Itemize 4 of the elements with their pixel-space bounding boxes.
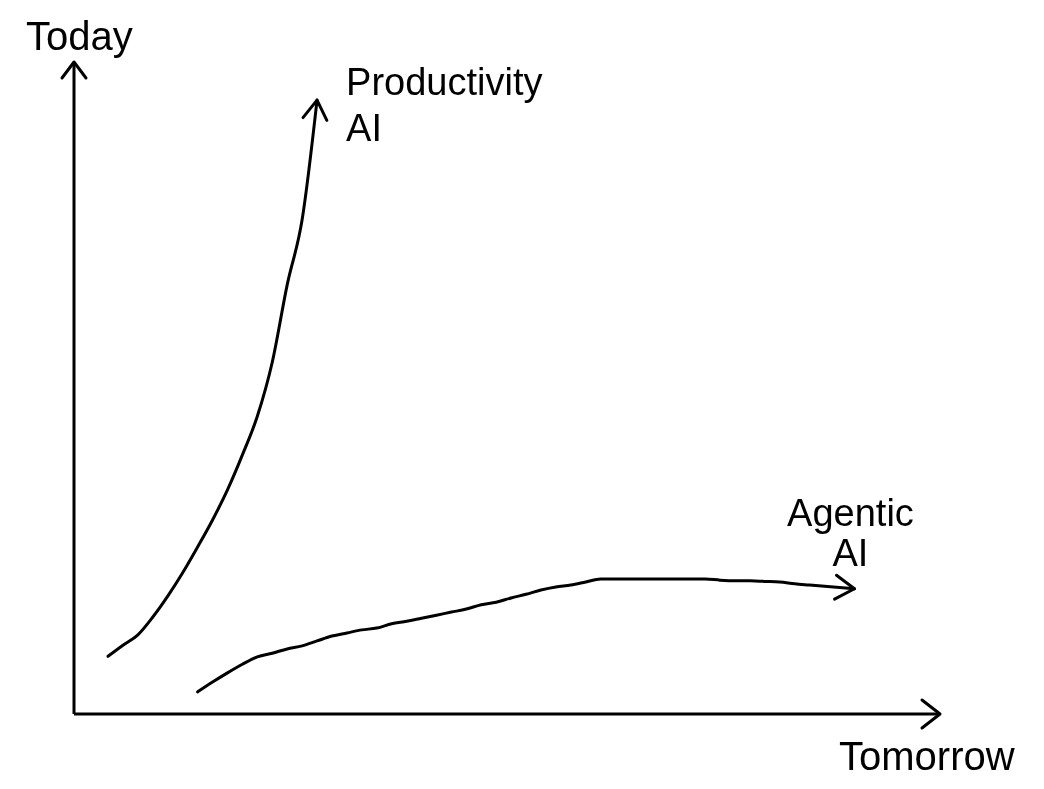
series-label: Agentic AI — [787, 491, 914, 574]
y-axis-title: Today — [26, 14, 133, 58]
x-axis-title: Tomorrow — [839, 734, 1015, 778]
series-label: Productivity AI — [346, 61, 543, 150]
